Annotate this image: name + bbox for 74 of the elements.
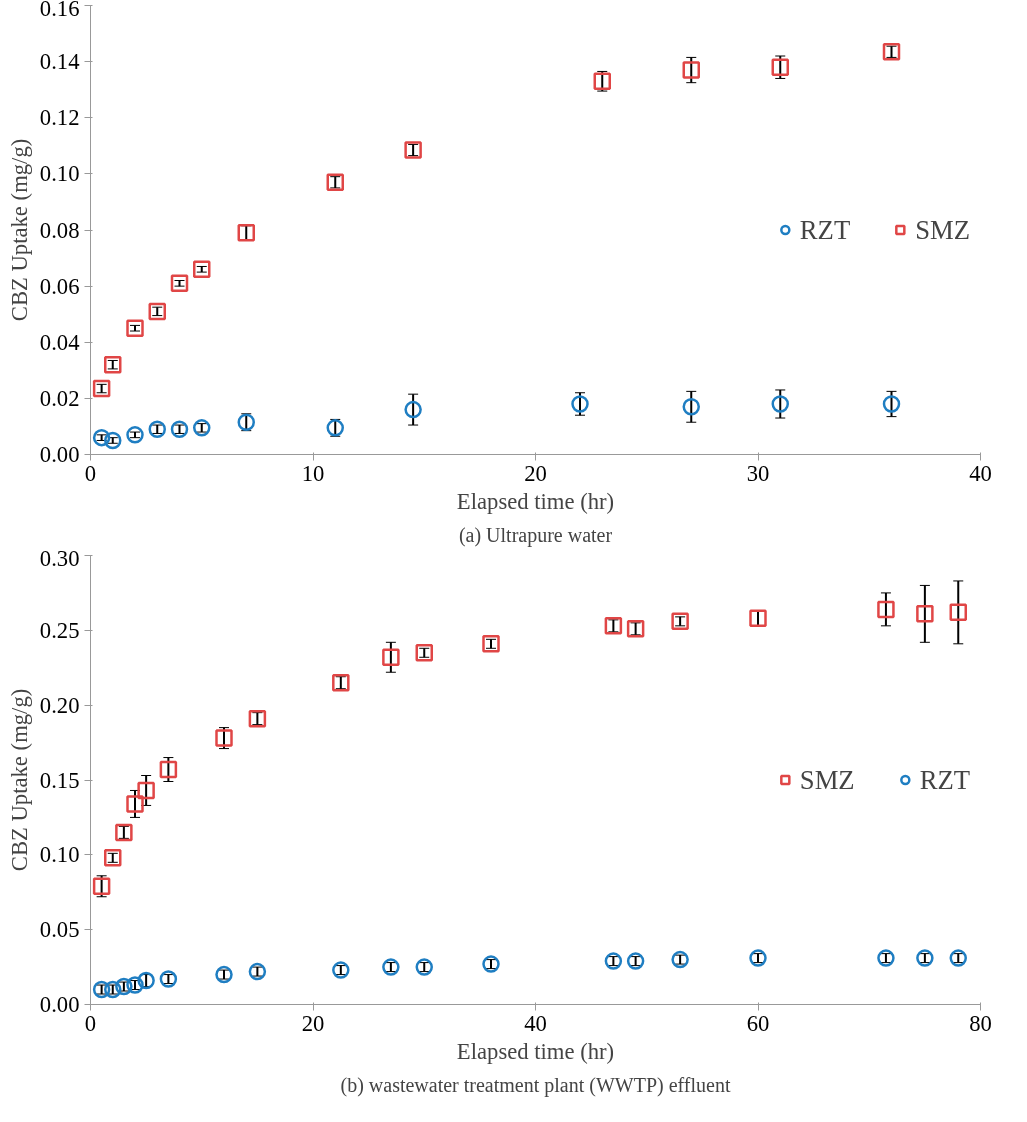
x-tick-label: 30 bbox=[746, 460, 770, 486]
y-tick-label: 0.14 bbox=[39, 49, 80, 75]
point bbox=[671, 612, 689, 631]
y-tick-label: 0.30 bbox=[39, 545, 80, 571]
x-tick-label: 80 bbox=[969, 1010, 992, 1036]
point bbox=[215, 965, 233, 984]
y-tick-label: 0.15 bbox=[39, 767, 80, 793]
point bbox=[193, 260, 211, 279]
point bbox=[159, 760, 178, 779]
y-tick-label: 0.12 bbox=[39, 105, 80, 131]
legend-label: SMZ bbox=[799, 764, 855, 795]
x-axis-title: Elapsed time (hr) bbox=[456, 1038, 615, 1064]
point bbox=[604, 617, 623, 635]
y-tick-label: 0.06 bbox=[39, 273, 80, 299]
point bbox=[126, 426, 144, 444]
point bbox=[92, 877, 111, 896]
point bbox=[949, 603, 967, 622]
legend-label: RZT bbox=[799, 214, 851, 245]
y-axis-title: CBZ Uptake (mg/g) bbox=[6, 138, 32, 322]
point bbox=[404, 400, 422, 419]
point bbox=[882, 395, 901, 413]
y-tick-label: 0.25 bbox=[39, 617, 80, 643]
x-tick-label: 10 bbox=[301, 460, 325, 486]
legend-label: RZT bbox=[919, 764, 970, 795]
point bbox=[382, 648, 400, 667]
point bbox=[104, 431, 122, 450]
point bbox=[104, 355, 122, 374]
y-tick-label: 0.04 bbox=[39, 329, 80, 355]
text: (a) Ultrapure water bbox=[458, 523, 613, 547]
x-tick-label: 20 bbox=[301, 1010, 325, 1036]
point bbox=[749, 609, 767, 628]
point bbox=[916, 605, 934, 623]
point bbox=[126, 319, 144, 337]
x-tick-label: 40 bbox=[524, 1010, 547, 1036]
point bbox=[126, 795, 144, 813]
point bbox=[604, 952, 623, 970]
point bbox=[626, 620, 645, 638]
point bbox=[92, 379, 111, 398]
y-tick-label: 0.16 bbox=[39, 0, 80, 21]
point bbox=[682, 398, 700, 416]
point bbox=[571, 395, 589, 413]
point bbox=[148, 302, 166, 321]
point bbox=[137, 781, 155, 800]
x-tick-label: 60 bbox=[746, 1010, 770, 1036]
y-tick-label: 0.10 bbox=[39, 842, 80, 868]
point bbox=[170, 420, 189, 438]
point bbox=[671, 950, 689, 969]
text: (b) wastewater treatment plant (WWTP) effluent bbox=[340, 1073, 731, 1097]
point bbox=[159, 970, 178, 988]
y-tick-label: 0.02 bbox=[39, 385, 80, 411]
point bbox=[877, 600, 895, 619]
point bbox=[148, 420, 166, 438]
x-tick-label: 0 bbox=[84, 1010, 97, 1036]
point bbox=[626, 952, 645, 970]
x-tick-label: 0 bbox=[84, 460, 97, 486]
x-axis-title: Elapsed time (hr) bbox=[456, 488, 615, 514]
point bbox=[882, 43, 901, 61]
y-tick-label: 0.00 bbox=[39, 992, 80, 1017]
point bbox=[92, 428, 111, 447]
point bbox=[771, 58, 789, 76]
y-tick-label: 0.10 bbox=[39, 161, 80, 187]
y-tick-label: 0.08 bbox=[39, 217, 80, 243]
point bbox=[248, 709, 267, 728]
y-tick-label: 0.05 bbox=[39, 917, 80, 943]
y-tick-label: 0.00 bbox=[39, 442, 80, 467]
y-axis-title: CBZ Uptake (mg/g) bbox=[6, 688, 32, 872]
point bbox=[248, 962, 267, 981]
legend-label: SMZ bbox=[915, 214, 970, 245]
y-tick-label: 0.20 bbox=[39, 692, 80, 718]
point bbox=[170, 274, 189, 293]
point bbox=[771, 395, 789, 413]
point bbox=[682, 61, 700, 79]
x-tick-label: 20 bbox=[524, 460, 547, 486]
x-tick-label: 40 bbox=[969, 460, 992, 486]
